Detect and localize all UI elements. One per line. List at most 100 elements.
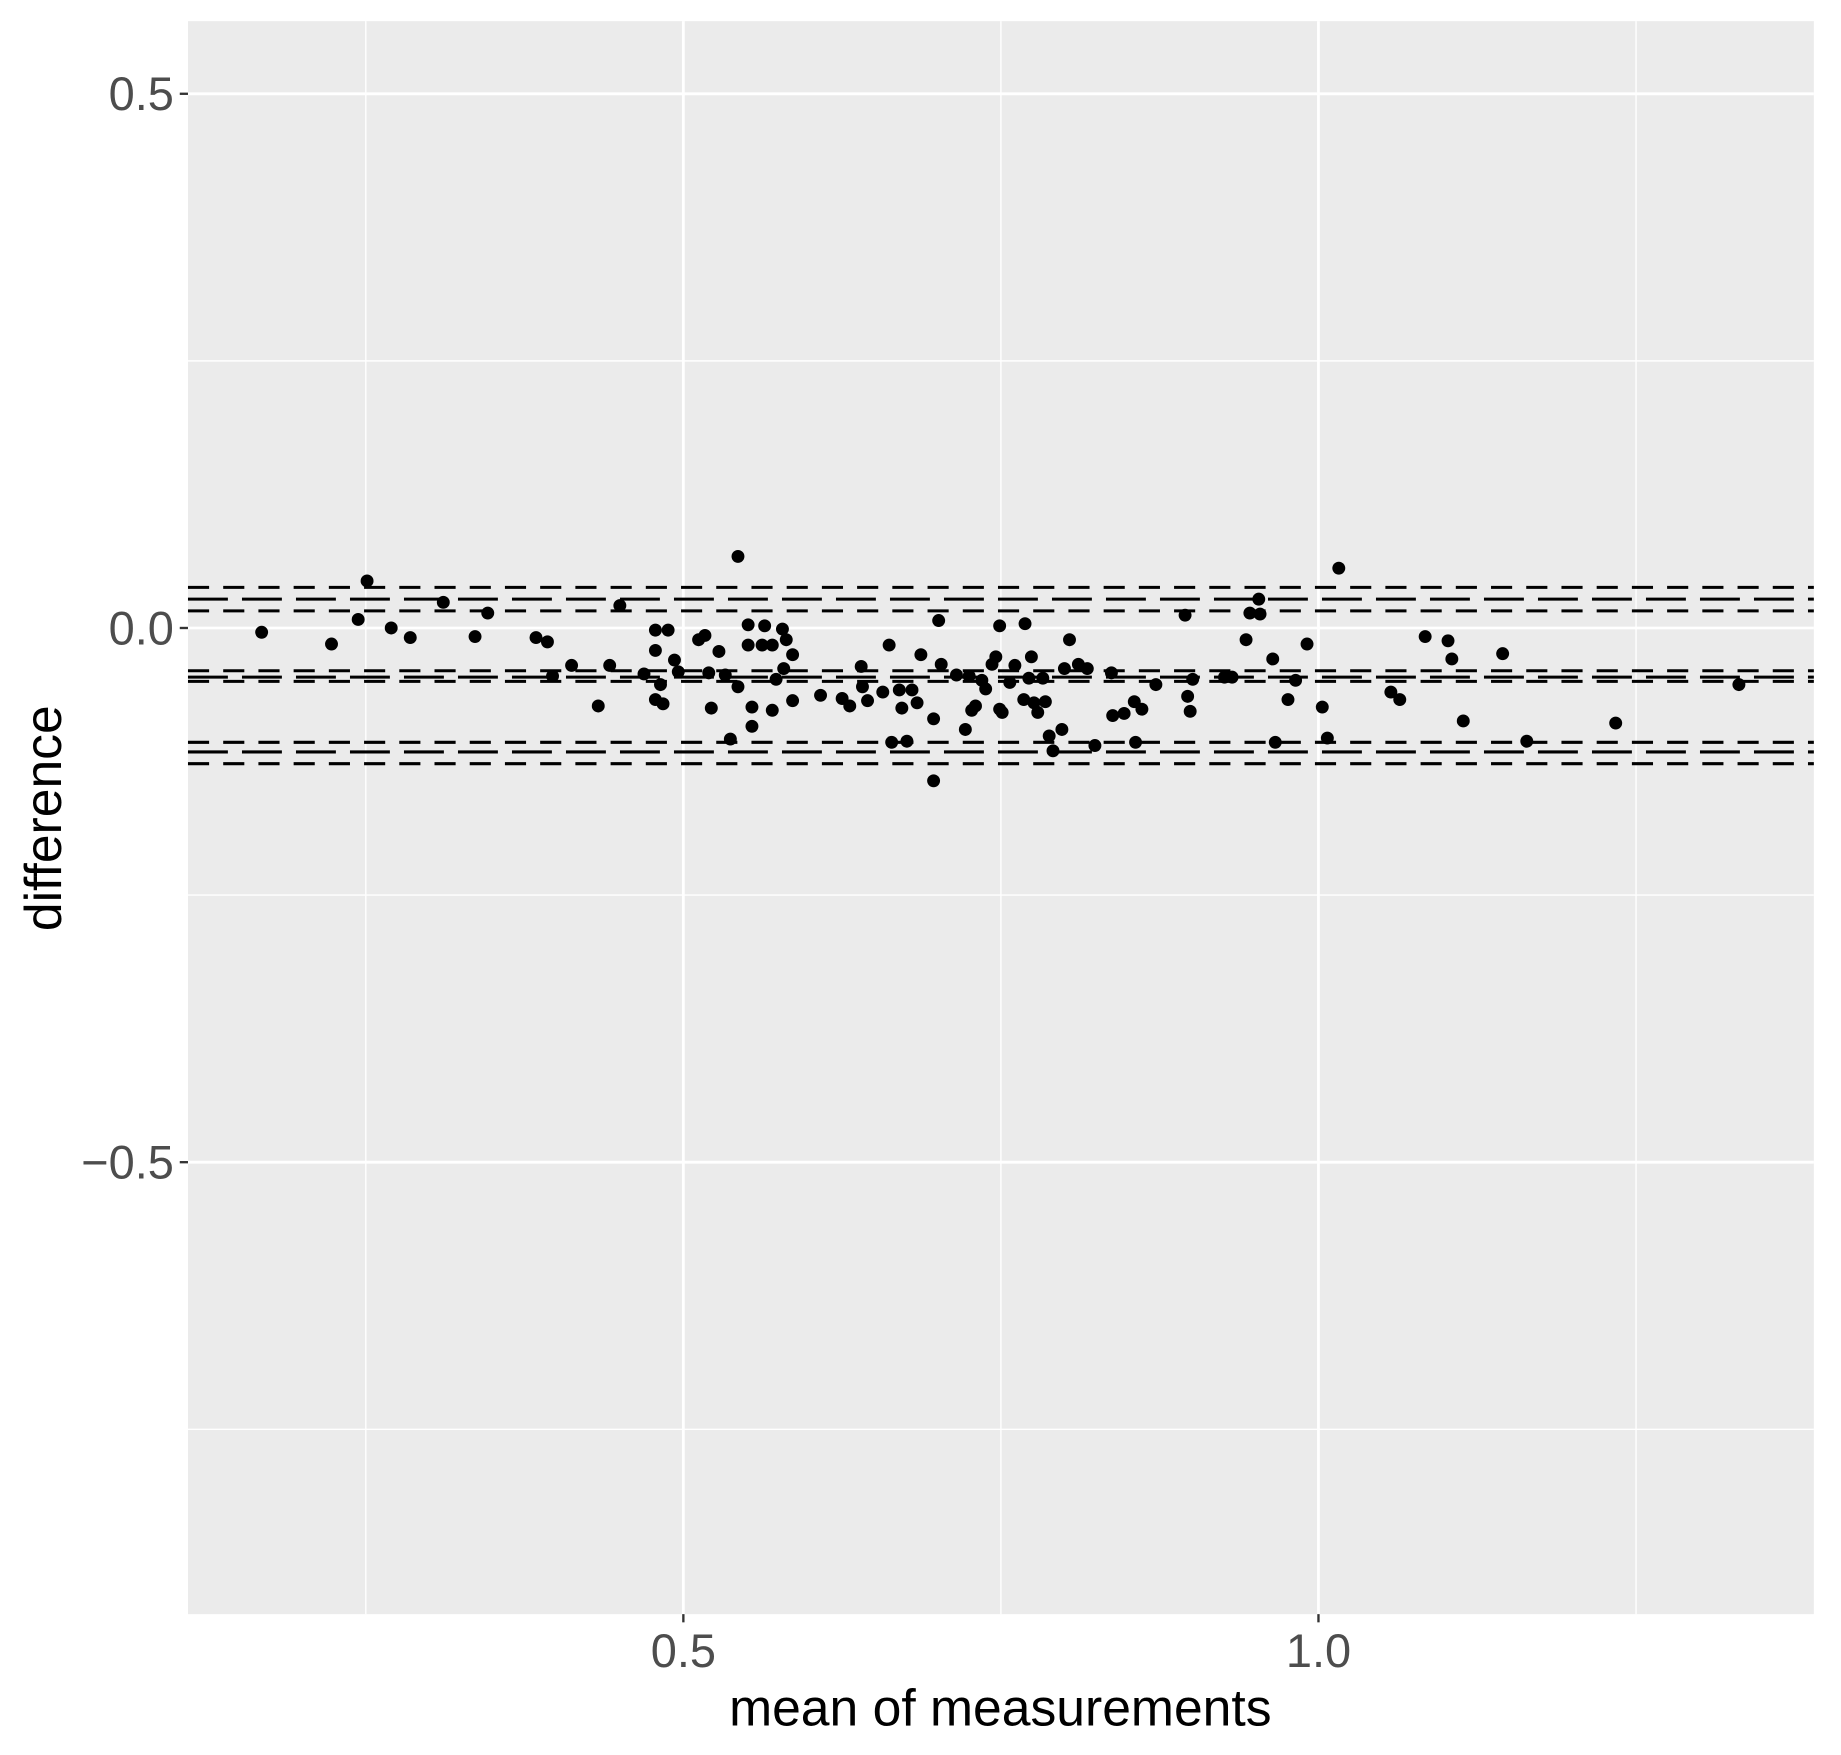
- point: [1024, 650, 1038, 664]
- point: [1418, 630, 1432, 643]
- point: [814, 688, 827, 702]
- point: [1456, 714, 1470, 728]
- point: [786, 694, 800, 708]
- point: [1036, 671, 1050, 685]
- point: [1031, 705, 1045, 719]
- point: [1149, 678, 1163, 692]
- point: [1320, 731, 1334, 745]
- point: [704, 701, 718, 715]
- point: [1289, 673, 1303, 687]
- point: [668, 653, 681, 667]
- point: [1046, 744, 1060, 758]
- point: [654, 678, 667, 692]
- point: [741, 638, 755, 652]
- point: [540, 635, 554, 649]
- point: [255, 625, 269, 639]
- point: [885, 735, 899, 749]
- point: [765, 638, 779, 652]
- point: [731, 549, 745, 563]
- point: [1253, 607, 1267, 621]
- point: [360, 574, 374, 588]
- point: [436, 595, 450, 609]
- point: [1042, 729, 1056, 743]
- point: [1088, 739, 1102, 752]
- point: [769, 672, 783, 686]
- point: [565, 658, 579, 672]
- y-tick-label: −0.5: [81, 1136, 174, 1189]
- point: [958, 723, 972, 736]
- point: [905, 683, 919, 697]
- point: [1080, 662, 1094, 676]
- point: [927, 712, 941, 726]
- point: [765, 703, 779, 717]
- point: [910, 696, 924, 710]
- point: [603, 658, 617, 672]
- point: [1038, 695, 1052, 709]
- point: [1441, 634, 1455, 648]
- point: [1057, 662, 1071, 676]
- y-axis-title: difference: [14, 705, 72, 931]
- point: [648, 643, 662, 657]
- point: [1022, 671, 1036, 685]
- point: [932, 614, 946, 627]
- point: [962, 669, 976, 683]
- point: [1008, 658, 1022, 672]
- point: [1018, 617, 1032, 631]
- point: [969, 699, 982, 713]
- point: [755, 638, 769, 652]
- point: [1609, 716, 1623, 730]
- point: [1017, 693, 1031, 707]
- point: [351, 612, 365, 626]
- point: [1135, 702, 1149, 716]
- point: [325, 637, 338, 651]
- point: [741, 618, 755, 632]
- point: [843, 699, 857, 713]
- point: [1186, 672, 1200, 686]
- point: [993, 619, 1007, 633]
- y-tick-label: 0.5: [109, 67, 174, 120]
- point: [481, 606, 495, 620]
- point: [656, 697, 670, 711]
- x-axis-title: mean of measurements: [729, 1679, 1271, 1737]
- point: [661, 623, 675, 637]
- point: [731, 680, 745, 694]
- point: [876, 685, 890, 699]
- point: [1268, 735, 1282, 749]
- point: [712, 645, 726, 658]
- point: [745, 700, 759, 714]
- point: [1332, 561, 1346, 575]
- point: [989, 650, 1003, 664]
- point: [1003, 676, 1017, 689]
- point: [529, 631, 543, 645]
- point: [1300, 637, 1314, 651]
- point: [856, 680, 869, 694]
- x-tick-label: 0.5: [651, 1624, 716, 1677]
- point: [854, 659, 868, 673]
- point: [927, 774, 941, 788]
- point: [892, 683, 906, 697]
- point: [745, 719, 759, 733]
- point: [882, 638, 896, 652]
- point: [1181, 689, 1195, 703]
- point: [468, 630, 482, 643]
- point: [384, 621, 398, 635]
- point: [895, 701, 909, 715]
- point: [613, 599, 627, 613]
- point: [1496, 647, 1510, 661]
- point: [777, 662, 791, 676]
- point: [934, 657, 948, 671]
- point: [1055, 723, 1069, 736]
- point: [949, 668, 963, 682]
- point: [779, 633, 793, 647]
- point: [1732, 678, 1746, 692]
- point: [1281, 693, 1295, 707]
- point: [1445, 652, 1459, 666]
- point: [1393, 693, 1407, 707]
- x-tick-label: 1.0: [1286, 1624, 1351, 1677]
- point: [1252, 592, 1266, 606]
- point: [1243, 606, 1257, 620]
- point: [775, 622, 789, 636]
- point: [546, 669, 559, 683]
